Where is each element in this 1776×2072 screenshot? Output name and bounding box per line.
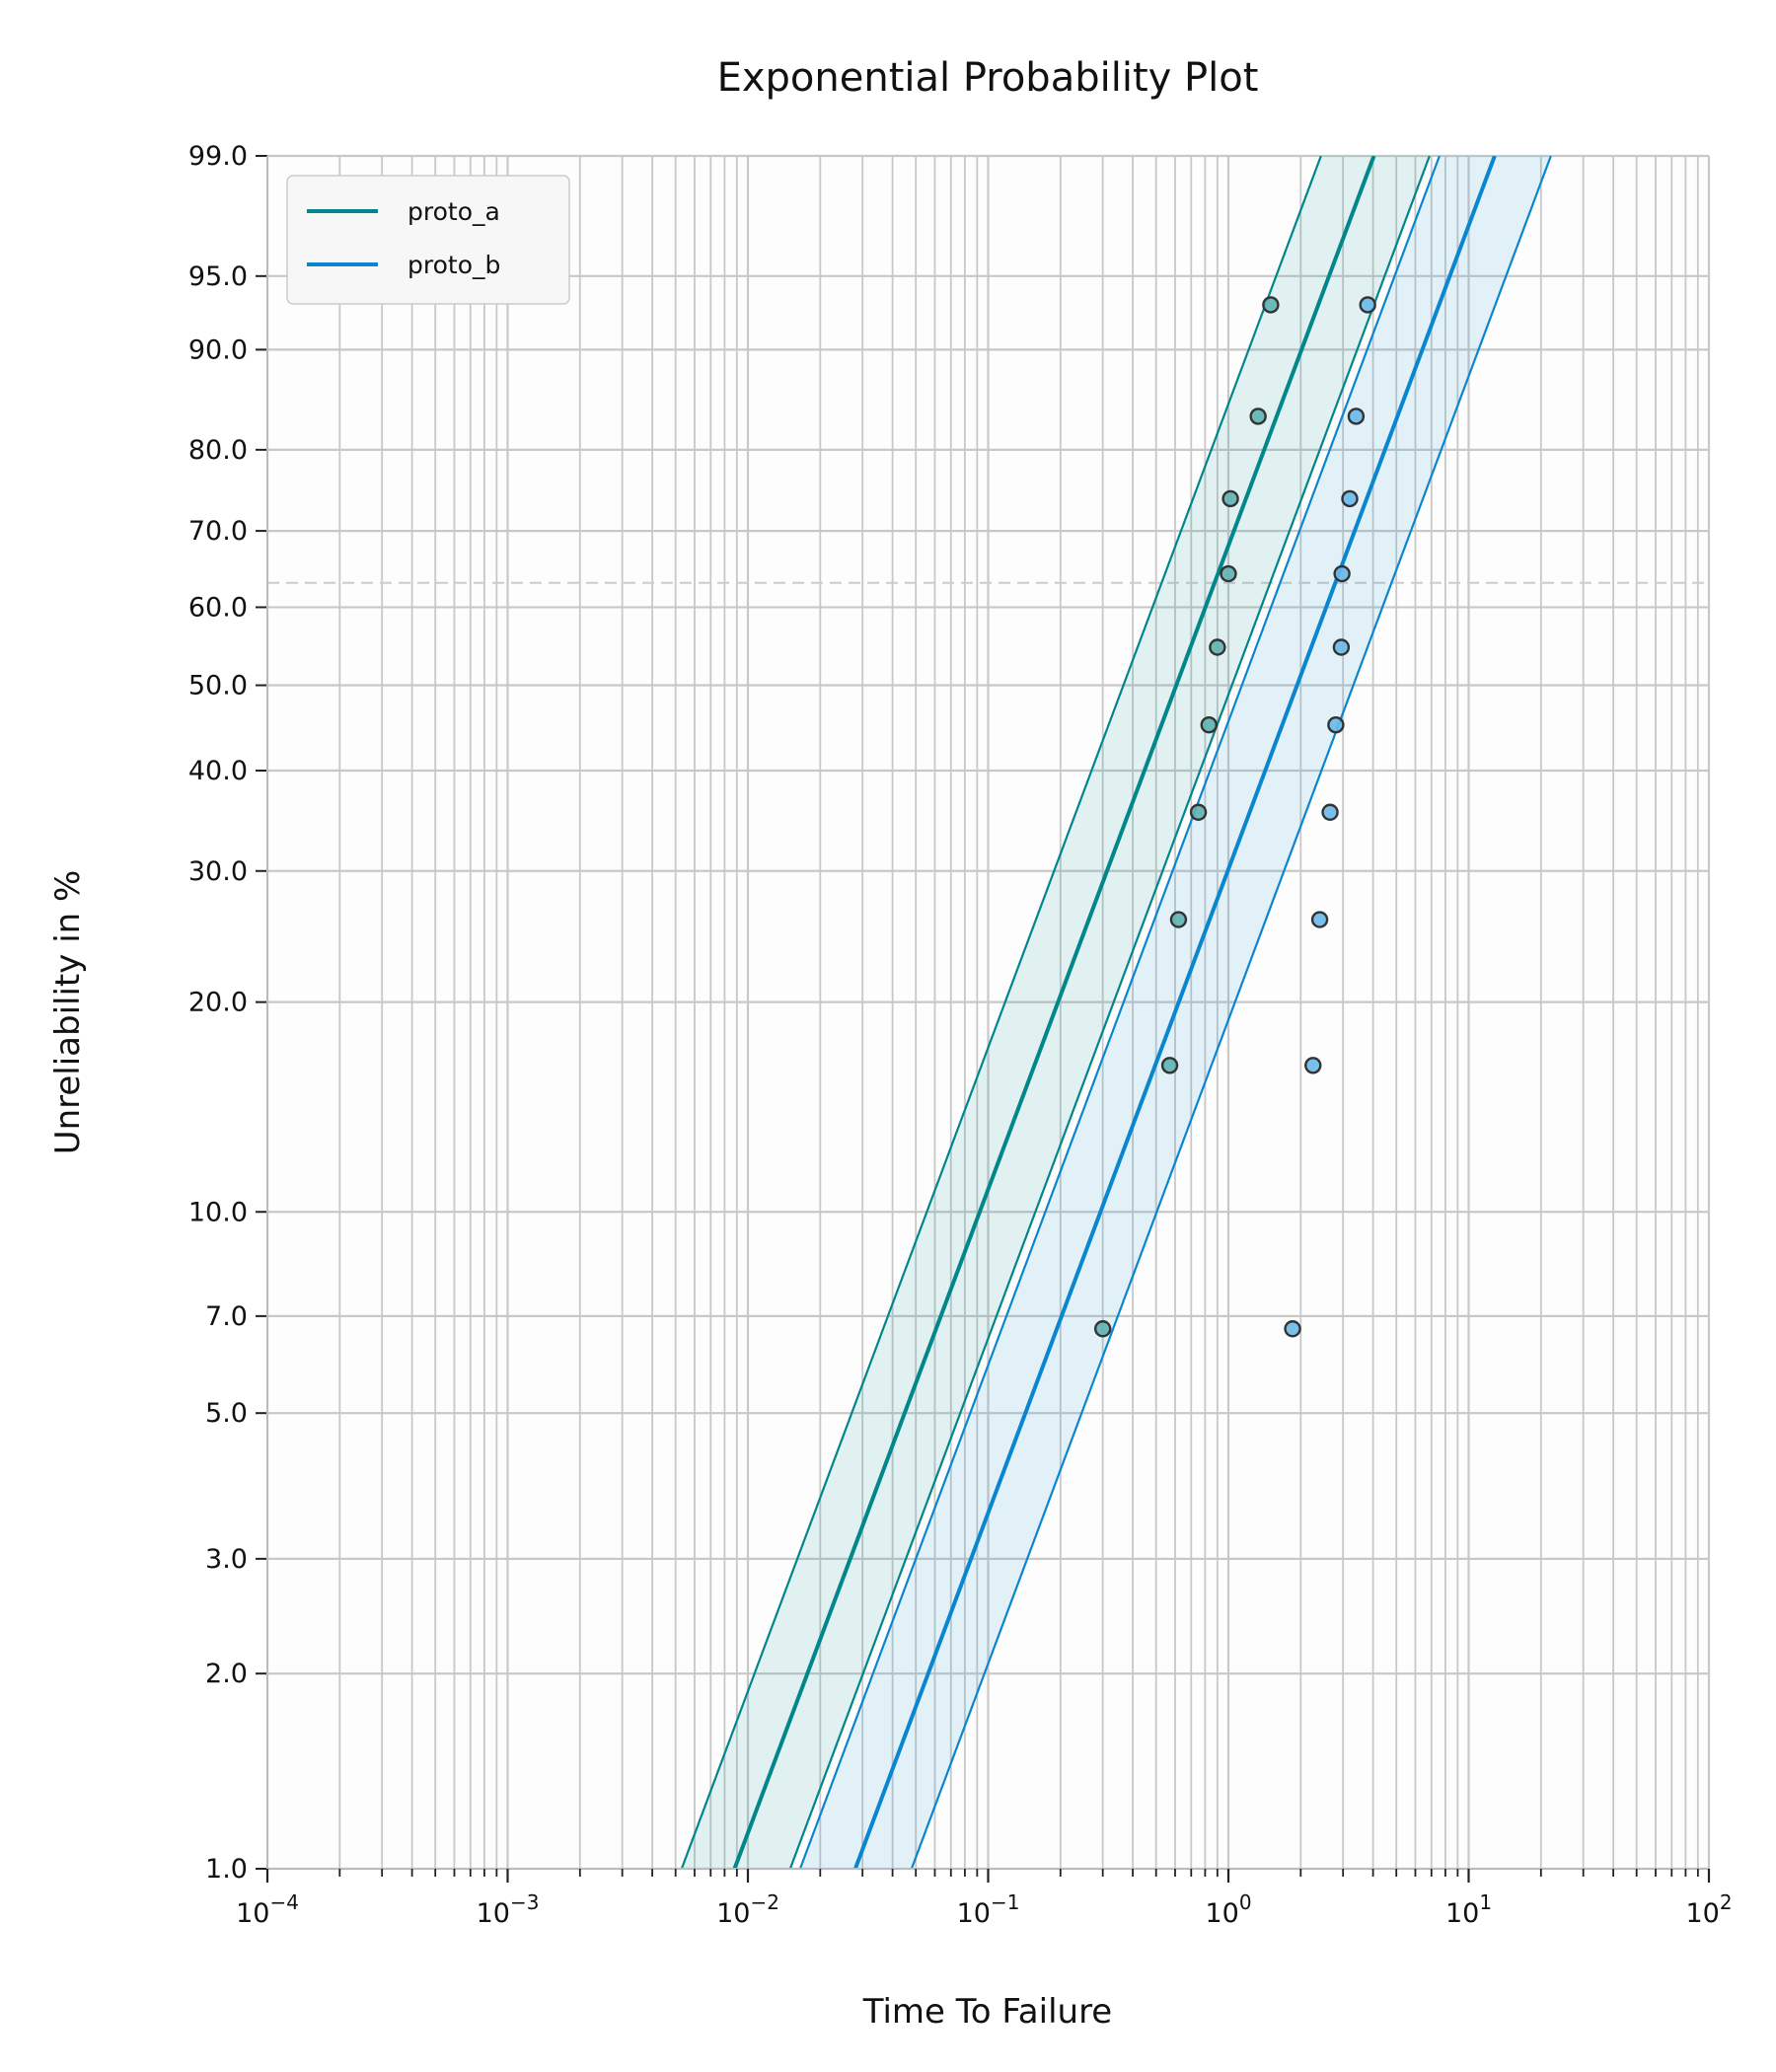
y-axis-label: Unreliability in % — [48, 870, 88, 1155]
y-tick-label: 80.0 — [188, 435, 248, 466]
data-point-proto-a — [1160, 1057, 1179, 1074]
x-tick-label: 10−2 — [716, 1890, 779, 1929]
data-point-proto-a — [1093, 1320, 1112, 1338]
lower-bound-proto-b — [798, 156, 1441, 1869]
y-tick-label: 30.0 — [188, 856, 248, 887]
upper-bound-proto-b — [910, 156, 1552, 1869]
chart-title: Exponential Probability Plot — [717, 55, 1259, 101]
y-tick-label: 2.0 — [205, 1659, 248, 1689]
x-tick-label: 100 — [1205, 1890, 1251, 1929]
x-tick-labels: 10−4 10−3 10−2 10−1 100 101 102 — [236, 1890, 1732, 1929]
x-tick-label: 10−1 — [957, 1890, 1020, 1929]
y-tick-label: 60.0 — [188, 592, 248, 623]
legend-box — [286, 175, 570, 305]
x-tick-label: 102 — [1685, 1890, 1732, 1929]
y-tick-label: 10.0 — [188, 1197, 248, 1227]
data-point-proto-b — [1332, 638, 1351, 656]
data-point-proto-a — [1262, 296, 1280, 314]
data-point-proto-a — [1189, 803, 1208, 821]
fit-line-proto-b — [853, 156, 1497, 1869]
y-tick-label: 1.0 — [205, 1854, 248, 1885]
data-point-proto-b — [1333, 564, 1351, 583]
y-tick-label: 90.0 — [188, 334, 248, 365]
y-tick-label: 95.0 — [188, 261, 248, 292]
data-point-proto-b — [1327, 716, 1345, 734]
data-point-proto-b — [1321, 803, 1339, 821]
y-tick-labels: 1.0 2.0 3.0 5.0 7.0 10.0 20.0 30.0 40.0 50.0 60.0 7… — [188, 141, 248, 1885]
data-point-proto-b — [1284, 1320, 1301, 1338]
y-tick-label: 20.0 — [188, 988, 248, 1018]
x-tick-label: 10−4 — [236, 1890, 299, 1929]
fit-line-proto-a — [732, 156, 1376, 1869]
legend-label-proto-a: proto_a — [407, 197, 500, 226]
axes — [256, 155, 1711, 1883]
legend-label-proto-b: proto_b — [407, 251, 500, 279]
data-point-proto-b — [1347, 407, 1366, 425]
y-tick-label: 5.0 — [205, 1398, 248, 1429]
fit-lines — [680, 156, 1552, 1869]
data-point-proto-b — [1341, 489, 1359, 508]
x-tick-label: 10−3 — [477, 1890, 540, 1929]
data-point-proto-a — [1221, 489, 1239, 508]
data-point-proto-a — [1169, 911, 1188, 928]
y-tick-label: 3.0 — [205, 1544, 248, 1575]
y-tick-label: 40.0 — [188, 756, 248, 786]
grid — [265, 154, 1711, 1871]
y-tick-label: 7.0 — [205, 1301, 248, 1332]
data-point-proto-a — [1249, 407, 1267, 425]
data-point-proto-b — [1359, 296, 1376, 314]
x-axis-label: Time To Failure — [862, 1992, 1112, 2032]
data-point-proto-b — [1310, 911, 1329, 928]
legend: proto_a proto_b — [286, 175, 570, 305]
y-tick-label: 50.0 — [188, 671, 248, 702]
upper-bound-proto-a — [788, 156, 1431, 1869]
data-points — [1093, 296, 1376, 1338]
y-tick-label: 99.0 — [188, 141, 248, 172]
data-point-proto-a — [1220, 564, 1237, 583]
y-tick-label: 70.0 — [188, 516, 248, 547]
x-tick-label: 101 — [1445, 1890, 1492, 1929]
lower-bound-proto-a — [680, 156, 1322, 1869]
data-point-proto-a — [1200, 716, 1218, 734]
data-point-proto-b — [1304, 1057, 1322, 1074]
data-point-proto-a — [1209, 638, 1226, 656]
